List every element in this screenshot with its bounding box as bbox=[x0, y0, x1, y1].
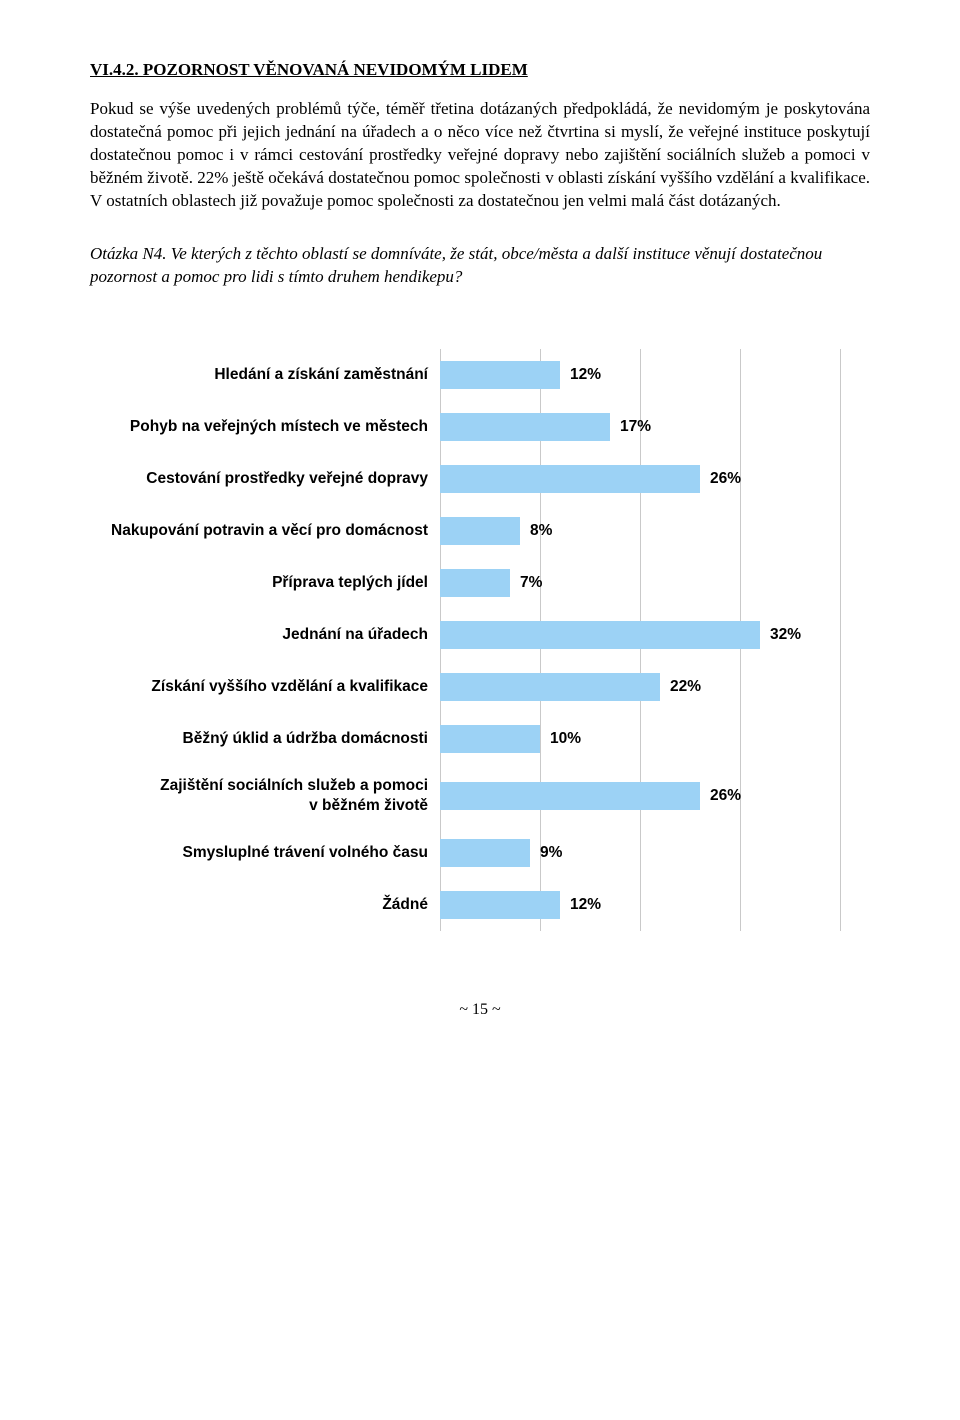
chart-bar bbox=[440, 891, 560, 919]
chart-gridline bbox=[840, 557, 841, 609]
bar-slot: 10% bbox=[440, 725, 581, 753]
bar-slot: 32% bbox=[440, 621, 801, 649]
chart-gridline bbox=[840, 401, 841, 453]
chart-row-label: Jednání na úřadech bbox=[110, 625, 440, 644]
chart-plot-area: 8% bbox=[440, 505, 840, 557]
chart-row-label: Pohyb na veřejných místech ve městech bbox=[110, 417, 440, 436]
chart-row: Hledání a získání zaměstnání 12% bbox=[110, 349, 870, 401]
chart-bar bbox=[440, 621, 760, 649]
chart-plot-area: 10% bbox=[440, 713, 840, 765]
chart-plot-area: 12% bbox=[440, 879, 840, 931]
chart-gridline bbox=[840, 827, 841, 879]
chart-gridline bbox=[640, 349, 641, 401]
chart-gridline bbox=[840, 453, 841, 505]
chart-row-label: Běžný úklid a údržba domácnosti bbox=[110, 729, 440, 748]
chart-gridline bbox=[640, 713, 641, 765]
chart-gridline bbox=[840, 713, 841, 765]
question-text: Otázka N4. Ve kterých z těchto oblastí s… bbox=[90, 243, 870, 289]
chart-gridline bbox=[640, 505, 641, 557]
chart-row: Žádné 12% bbox=[110, 879, 870, 931]
chart-plot-area: 7% bbox=[440, 557, 840, 609]
chart-row: Příprava teplých jídel 7% bbox=[110, 557, 870, 609]
chart-gridline bbox=[740, 713, 741, 765]
chart-bar bbox=[440, 673, 660, 701]
chart-row-label: Smysluplné trávení volného času bbox=[110, 843, 440, 862]
chart-row: Jednání na úřadech 32% bbox=[110, 609, 870, 661]
chart-bar bbox=[440, 725, 540, 753]
bar-slot: 12% bbox=[440, 891, 601, 919]
chart-row-label: Získání vyššího vzdělání a kvalifikace bbox=[110, 677, 440, 696]
chart-row: Nakupování potravin a věcí pro domácnost… bbox=[110, 505, 870, 557]
chart-row-label: Nakupování potravin a věcí pro domácnost bbox=[110, 521, 440, 540]
chart-row: Smysluplné trávení volného času 9% bbox=[110, 827, 870, 879]
chart-bar-value: 32% bbox=[770, 626, 801, 644]
bar-slot: 26% bbox=[440, 782, 741, 810]
chart-bar bbox=[440, 839, 530, 867]
bar-slot: 9% bbox=[440, 839, 562, 867]
bar-slot: 8% bbox=[440, 517, 552, 545]
section-heading: VI.4.2. POZORNOST VĚNOVANÁ NEVIDOMÝM LID… bbox=[90, 60, 870, 80]
chart-bar-value: 17% bbox=[620, 418, 651, 436]
chart-bar bbox=[440, 413, 610, 441]
chart-row-label: Cestování prostředky veřejné dopravy bbox=[110, 469, 440, 488]
chart-plot-area: 26% bbox=[440, 453, 840, 505]
chart-gridline bbox=[740, 401, 741, 453]
chart-gridline bbox=[640, 557, 641, 609]
chart-gridline bbox=[740, 879, 741, 931]
chart-bar-value: 26% bbox=[710, 787, 741, 805]
chart-plot-area: 22% bbox=[440, 661, 840, 713]
chart-bar-value: 22% bbox=[670, 678, 701, 696]
chart-gridline bbox=[740, 505, 741, 557]
chart-bar-value: 12% bbox=[570, 366, 601, 384]
chart-gridline bbox=[740, 827, 741, 879]
chart-bar-value: 7% bbox=[520, 574, 542, 592]
chart-row-label: Příprava teplých jídel bbox=[110, 573, 440, 592]
chart-row: Běžný úklid a údržba domácnosti 10% bbox=[110, 713, 870, 765]
bar-slot: 12% bbox=[440, 361, 601, 389]
chart-bar bbox=[440, 517, 520, 545]
bar-chart: Hledání a získání zaměstnání 12% Pohyb na … bbox=[110, 349, 870, 931]
chart-plot-area: 17% bbox=[440, 401, 840, 453]
chart-gridline bbox=[840, 765, 841, 827]
chart-row-label: Hledání a získání zaměstnání bbox=[110, 365, 440, 384]
chart-gridline bbox=[840, 505, 841, 557]
chart-row: Zajištění sociálních služeb a pomoci v b… bbox=[110, 765, 870, 827]
bar-slot: 22% bbox=[440, 673, 701, 701]
chart-plot-area: 9% bbox=[440, 827, 840, 879]
page: VI.4.2. POZORNOST VĚNOVANÁ NEVIDOMÝM LID… bbox=[0, 0, 960, 1059]
chart-row-label: Zajištění sociálních služeb a pomoci v b… bbox=[110, 776, 440, 815]
chart-gridline bbox=[640, 827, 641, 879]
chart-bar-value: 10% bbox=[550, 730, 581, 748]
chart-bar bbox=[440, 361, 560, 389]
chart-bar-value: 8% bbox=[530, 522, 552, 540]
chart-gridline bbox=[840, 349, 841, 401]
chart-bar-value: 26% bbox=[710, 470, 741, 488]
bar-slot: 7% bbox=[440, 569, 542, 597]
chart-gridline bbox=[740, 661, 741, 713]
chart-gridline bbox=[840, 879, 841, 931]
chart-row-label: Žádné bbox=[110, 895, 440, 914]
chart-gridline bbox=[740, 349, 741, 401]
chart-plot-area: 32% bbox=[440, 609, 840, 661]
chart-plot-area: 26% bbox=[440, 765, 840, 827]
chart-gridline bbox=[740, 557, 741, 609]
page-number: ~ 15 ~ bbox=[90, 1001, 870, 1019]
chart-gridline bbox=[840, 609, 841, 661]
chart-bar-value: 12% bbox=[570, 896, 601, 914]
chart-plot-area: 12% bbox=[440, 349, 840, 401]
chart-bar bbox=[440, 569, 510, 597]
chart-row: Pohyb na veřejných místech ve městech 17% bbox=[110, 401, 870, 453]
chart-bar bbox=[440, 465, 700, 493]
chart-gridline bbox=[640, 879, 641, 931]
chart-bar-value: 9% bbox=[540, 844, 562, 862]
chart-bar bbox=[440, 782, 700, 810]
bar-slot: 17% bbox=[440, 413, 651, 441]
chart-gridline bbox=[840, 661, 841, 713]
chart-row: Získání vyššího vzdělání a kvalifikace 22… bbox=[110, 661, 870, 713]
body-paragraph: Pokud se výše uvedených problémů týče, t… bbox=[90, 98, 870, 213]
bar-slot: 26% bbox=[440, 465, 741, 493]
chart-row: Cestování prostředky veřejné dopravy 26% bbox=[110, 453, 870, 505]
